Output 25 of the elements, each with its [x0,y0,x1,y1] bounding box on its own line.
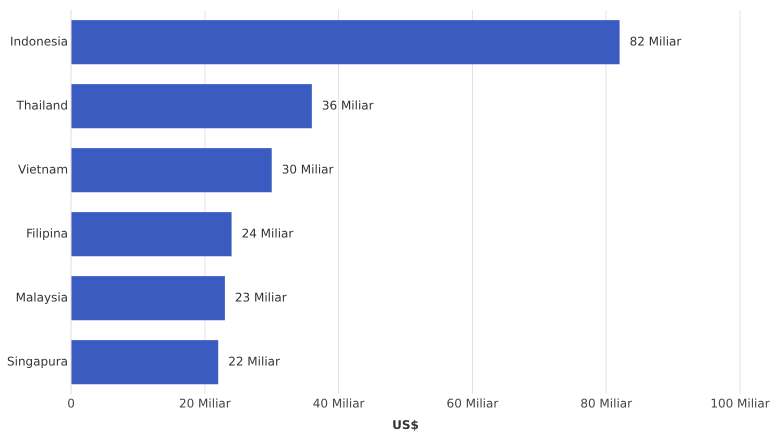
x-tick-label: 0 [67,396,75,411]
data-label: 82 Miliar [630,34,682,48]
data-label: 22 Miliar [228,354,280,368]
y-tick-label: Indonesia [10,34,68,48]
x-tick-label: 60 Miliar [446,396,498,411]
bar [72,340,218,384]
bar [72,276,225,320]
x-tick-label: 20 Miliar [178,396,231,411]
bar [72,84,312,128]
x-axis-title: US$ [392,418,419,432]
data-label: 30 Miliar [282,162,334,176]
bar [72,212,232,256]
data-label: 36 Miliar [322,98,374,112]
y-tick-label: Filipina [26,226,68,240]
x-tick-label: 40 Miliar [312,396,365,411]
data-label: 23 Miliar [234,290,287,304]
x-tick-label: 80 Miliar [580,396,632,411]
y-tick-label: Malaysia [16,290,68,304]
y-tick-label: Vietnam [18,162,68,176]
bar [72,20,620,64]
y-tick-label: Thailand [15,98,68,112]
data-label: 24 Miliar [242,226,294,240]
bar [72,148,272,192]
y-tick-label: Singapura [6,354,68,368]
x-tick-label: 100 Miliar [710,396,770,411]
